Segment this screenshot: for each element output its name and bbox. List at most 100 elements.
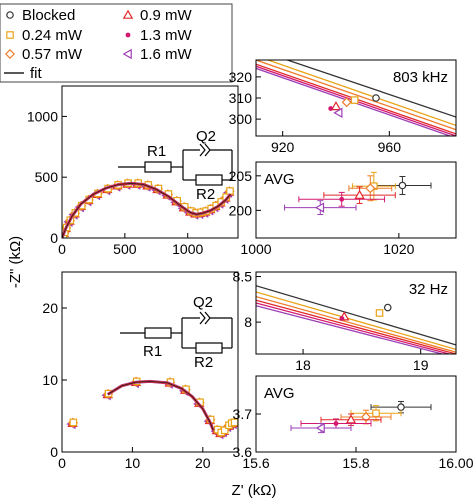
x-tick-label: 15.6 bbox=[242, 455, 269, 471]
series-line bbox=[256, 305, 445, 354]
y-tick-label: 500 bbox=[35, 169, 59, 185]
legend: Blocked 0.9 mW 0.24 mW 1.3 mW 0.57 mW 1.6 mW f… bbox=[0, 3, 233, 83]
panel-annotation: AVG bbox=[264, 385, 295, 402]
zoom-point bbox=[372, 94, 380, 102]
legend-marker bbox=[6, 11, 14, 19]
panel-annotation: AVG bbox=[264, 171, 295, 188]
data-point bbox=[69, 418, 78, 427]
label-r1: R1 bbox=[147, 143, 166, 160]
zoom-point bbox=[328, 106, 334, 111]
x-tick-label: 920 bbox=[271, 139, 295, 155]
panel-bottom-avg: 15.6 15.8 16.00 3.6 3.7 AVG bbox=[233, 375, 474, 471]
cpe-q2-bottom bbox=[199, 311, 211, 325]
avg-point bbox=[397, 403, 405, 411]
fit-line bbox=[107, 380, 214, 431]
legend-marker bbox=[122, 9, 134, 19]
y-tick-label: 0 bbox=[50, 230, 58, 246]
legend-marker bbox=[6, 31, 14, 39]
series-line bbox=[256, 285, 456, 346]
fit-line bbox=[62, 182, 231, 238]
legend-label: 1.3 mW bbox=[140, 27, 193, 44]
y-tick-label: 3.7 bbox=[233, 406, 253, 422]
y-tick-label: 0 bbox=[50, 444, 58, 460]
legend-marker bbox=[4, 48, 16, 60]
plot-frame bbox=[255, 161, 457, 239]
panel-bottom-zoom-32: 18 19 8 8.5 32 Hz bbox=[233, 269, 457, 373]
x-tick-label: 18 bbox=[295, 357, 311, 373]
avg-point bbox=[339, 196, 345, 202]
y-tick-label: 8 bbox=[244, 314, 252, 330]
label-q2: Q2 bbox=[196, 128, 216, 145]
x-tick-label: 19 bbox=[413, 357, 429, 373]
x-tick-label: 500 bbox=[113, 241, 137, 257]
circuit-bottom: R1 Q2 R2 bbox=[120, 294, 233, 371]
y-tick-label: 310 bbox=[229, 90, 253, 106]
series-line bbox=[266, 60, 456, 127]
legend-label: 0.9 mW bbox=[140, 7, 193, 24]
resistor-r1-bottom bbox=[144, 327, 172, 339]
legend-frame bbox=[0, 3, 233, 83]
panel-top-nyquist: 0 500 1000 0 500 1000 bbox=[27, 85, 239, 257]
zoom-point bbox=[333, 107, 343, 119]
resistor-r2-bottom bbox=[195, 342, 223, 354]
y-tick-label: 20 bbox=[42, 300, 58, 316]
legend-label: 1.6 mW bbox=[140, 46, 193, 63]
label-r2: R2 bbox=[196, 186, 215, 203]
zoom-point bbox=[341, 97, 352, 108]
label-q2-bottom: Q2 bbox=[193, 294, 213, 311]
x-tick-label: 10 bbox=[125, 455, 141, 471]
zoom-point bbox=[383, 303, 392, 312]
y-tick-label: 10 bbox=[42, 372, 58, 388]
zoom-point bbox=[350, 96, 359, 104]
avg-point bbox=[333, 421, 339, 426]
label-r1-bottom: R1 bbox=[143, 343, 162, 360]
cpe-q2 bbox=[199, 143, 211, 157]
y-tick-label: 1000 bbox=[27, 108, 58, 124]
legend-label: fit bbox=[30, 65, 43, 82]
avg-point bbox=[365, 183, 376, 194]
avg-point bbox=[345, 414, 357, 424]
plot-frame bbox=[61, 271, 239, 453]
avg-point bbox=[360, 411, 372, 423]
avg-point bbox=[314, 202, 325, 213]
y-tick-label: 3.6 bbox=[233, 444, 253, 460]
panel-top-zoom-803k: 920 960 300 310 320 803 kHz bbox=[229, 59, 457, 155]
y-tick-label: 320 bbox=[229, 69, 253, 85]
zoom-point bbox=[330, 101, 342, 111]
x-tick-label: 0 bbox=[58, 455, 66, 471]
series-line bbox=[256, 295, 456, 353]
x-tick-label: 1020 bbox=[383, 241, 414, 257]
x-tick-label: 1000 bbox=[172, 241, 203, 257]
legend-label: 0.57 mW bbox=[22, 46, 83, 63]
resistor-r2 bbox=[195, 174, 223, 186]
label-r2-bottom: R2 bbox=[194, 354, 213, 371]
y-tick-label: 300 bbox=[229, 111, 253, 127]
avg-point bbox=[315, 422, 325, 434]
avg-point bbox=[398, 181, 407, 190]
data-point bbox=[220, 426, 229, 435]
y-axis-label: -Z" (kΩ) bbox=[7, 236, 24, 288]
panel-annotation: 803 kHz bbox=[393, 69, 448, 86]
avg-point bbox=[354, 189, 365, 199]
legend-label: Blocked bbox=[22, 7, 75, 24]
x-tick-label: 960 bbox=[378, 139, 402, 155]
zoom-point bbox=[339, 316, 345, 321]
series-line bbox=[256, 299, 456, 354]
data-point bbox=[226, 187, 234, 195]
x-tick-label: 1000 bbox=[240, 241, 271, 257]
legend-label: 0.24 mW bbox=[22, 27, 83, 44]
panel-annotation: 32 Hz bbox=[409, 281, 448, 298]
y-tick-label: 200 bbox=[229, 202, 253, 218]
zoom-point bbox=[375, 309, 384, 317]
plot-frame bbox=[61, 85, 239, 239]
series-line bbox=[285, 60, 456, 118]
resistor-r1 bbox=[144, 161, 172, 173]
y-tick-label: 8.5 bbox=[233, 269, 253, 285]
legend-marker bbox=[122, 48, 132, 60]
plot-frame bbox=[255, 271, 457, 355]
panel-bottom-nyquist: 0 10 20 0 10 20 bbox=[42, 271, 239, 471]
series-line bbox=[256, 302, 452, 354]
series-line bbox=[256, 291, 456, 351]
series-line bbox=[256, 60, 456, 131]
x-tick-label: 16.00 bbox=[438, 455, 473, 471]
